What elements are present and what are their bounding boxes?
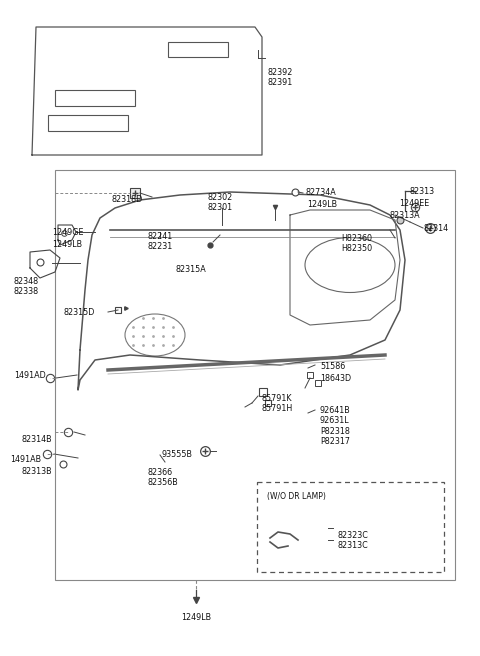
Text: 82314: 82314	[423, 224, 448, 233]
Text: 93555B: 93555B	[162, 450, 193, 459]
Bar	[168, 42, 228, 57]
Text: 92641B
92631L
P82318
P82317: 92641B 92631L P82318 P82317	[320, 406, 351, 446]
Text: 82241
82231: 82241 82231	[148, 232, 173, 251]
Text: 82313A: 82313A	[390, 211, 420, 220]
Text: 1491AB: 1491AB	[10, 455, 41, 464]
Text: 82323C
82313C: 82323C 82313C	[338, 531, 369, 550]
Text: 1249LB: 1249LB	[307, 200, 337, 209]
Text: 82348
82338: 82348 82338	[14, 277, 39, 297]
Bar	[48, 115, 128, 131]
Text: 82314B: 82314B	[22, 435, 53, 444]
Text: 82302
82301: 82302 82301	[207, 193, 233, 213]
Text: 1491AD: 1491AD	[14, 371, 46, 380]
Text: 82313: 82313	[410, 187, 435, 196]
Text: 82392
82391: 82392 82391	[268, 68, 293, 87]
Text: H82360
H82350: H82360 H82350	[341, 234, 372, 253]
Text: 82366
82356B: 82366 82356B	[147, 468, 178, 487]
Text: 1249GE: 1249GE	[52, 228, 84, 237]
Text: (W/O DR LAMP): (W/O DR LAMP)	[267, 492, 326, 501]
Text: 85791K
85791H: 85791K 85791H	[261, 394, 292, 413]
FancyBboxPatch shape	[257, 482, 444, 572]
Bar	[55, 90, 135, 106]
Text: 51586: 51586	[320, 362, 345, 371]
Bar	[55, 170, 455, 580]
Text: 1249LB: 1249LB	[52, 240, 82, 249]
Text: 1249EE: 1249EE	[399, 199, 429, 208]
Text: 1249LB: 1249LB	[181, 613, 211, 622]
Text: 18643D: 18643D	[320, 374, 351, 383]
Text: 82315A: 82315A	[176, 265, 207, 274]
Text: 82318D: 82318D	[112, 195, 143, 204]
Text: 82315D: 82315D	[64, 308, 96, 317]
Text: 82734A: 82734A	[305, 188, 336, 197]
Text: 82313B: 82313B	[22, 467, 53, 476]
Bar	[130, 188, 140, 198]
